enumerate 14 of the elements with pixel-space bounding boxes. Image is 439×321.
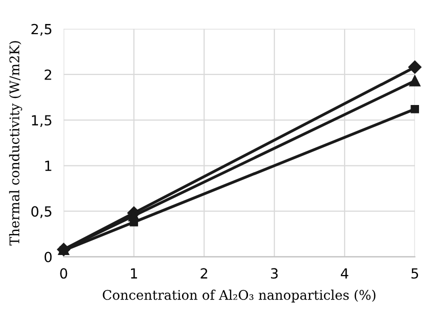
y-tick-label: 1,5 [32, 115, 52, 127]
x-tick-label: 1 [131, 268, 138, 278]
x-tick-label: 0 [60, 268, 68, 279]
x-tick-label: 5 [412, 268, 418, 279]
x-axis-title: Concentration of Al₂O₃ nanoparticles (%) [102, 290, 376, 302]
y-axis-title: Thermal conductivity (W/m2K) [9, 41, 22, 246]
y-tick-label: 2,5 [31, 24, 52, 36]
x-tick-label: 4 [340, 268, 348, 278]
y-tick-label: 1 [45, 160, 52, 171]
y-tick-label: 2 [44, 69, 52, 80]
y-tick-label: 0,5 [31, 206, 52, 218]
y-tick-label: 0 [44, 252, 52, 262]
x-tick-label: 2 [200, 268, 208, 278]
x-tick-label: 3 [271, 268, 278, 279]
